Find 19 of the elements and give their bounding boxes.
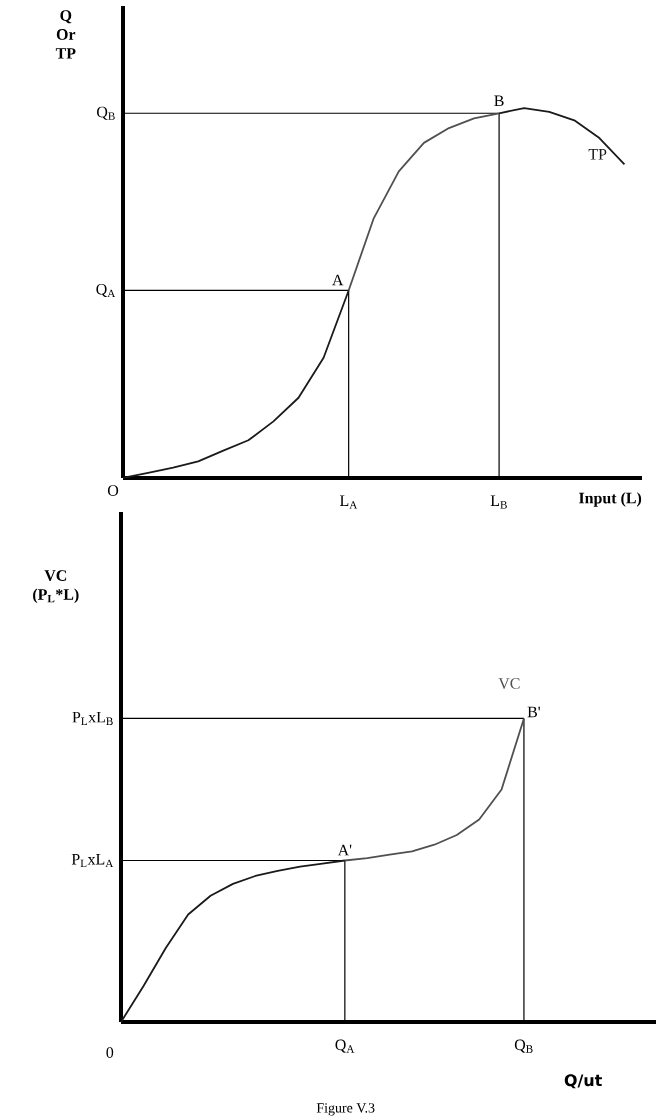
x-tick-label: L$_{B}$	[490, 495, 507, 509]
x-axis-title: Q/ut	[564, 1074, 602, 1089]
x-axis-title: Input (L)	[579, 492, 642, 507]
text: 0	[106, 1047, 114, 1058]
text: O	[107, 485, 119, 496]
ref-line-label: Q$_{A}$	[96, 283, 116, 298]
annotation: B'	[527, 706, 540, 718]
annotation: A	[332, 274, 344, 286]
x-tick-label: L$_{A}$	[339, 495, 358, 509]
series-label: VC	[498, 678, 520, 689]
annotation: A'	[337, 844, 352, 856]
ref-line-label: Q$_{B}$	[97, 106, 115, 120]
ref-line-label: P$_{L}$xL$_{B}$	[72, 711, 113, 725]
y-axis-title: VC (P$_{L}$*L)	[33, 570, 79, 604]
y-axis-title: Q Or TP	[55, 10, 76, 59]
ref-line-label: P$_{L}$xL$_{A}$	[71, 853, 114, 868]
annotation: B	[494, 95, 504, 107]
series-label: TP	[588, 149, 607, 160]
text: Figure V.3	[316, 1103, 375, 1116]
